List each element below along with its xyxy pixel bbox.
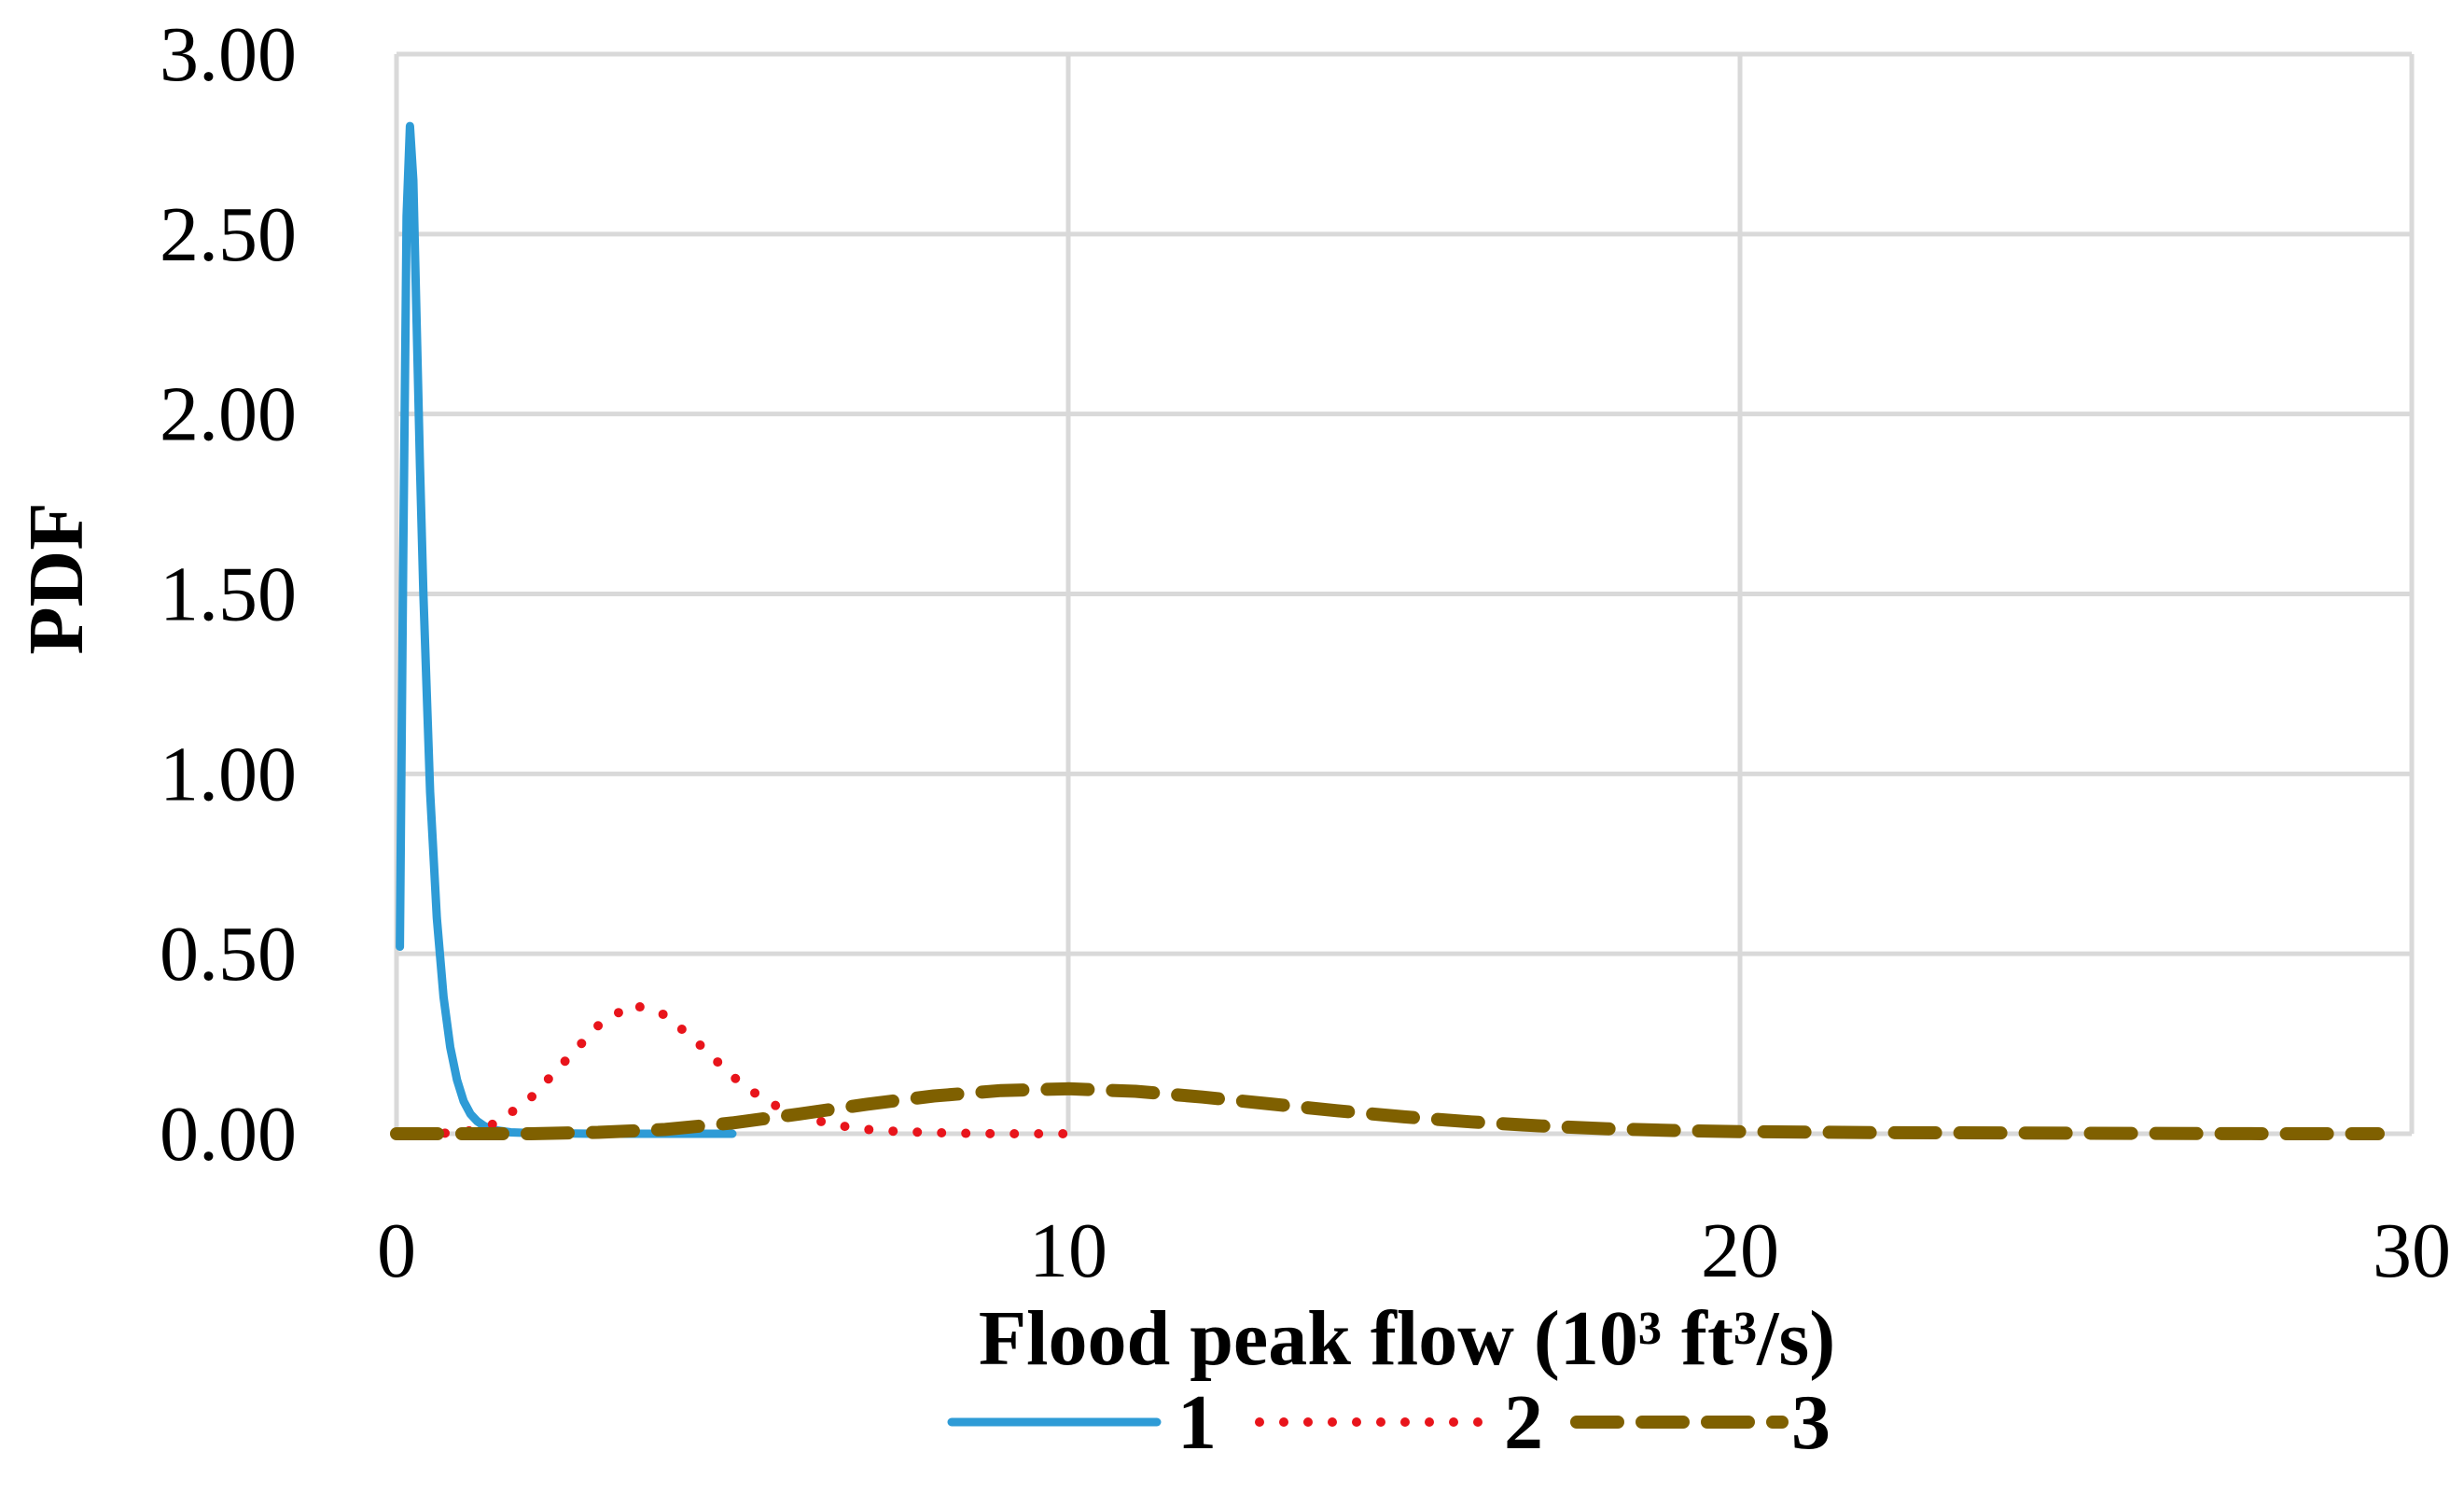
legend: 1 2 3 — [947, 1379, 1831, 1466]
y-tick-labels: 0.00 0.50 1.00 1.50 2.00 2.50 3.00 — [160, 11, 297, 1178]
y-axis-title: PDF — [13, 502, 100, 654]
x-tick-labels: 0 10 20 30 — [377, 1207, 2451, 1294]
series-2-line — [392, 999, 1073, 1138]
y-tick-label: 2.00 — [160, 371, 297, 458]
grid — [394, 51, 2415, 1137]
series-1-line — [396, 121, 737, 1138]
x-axis-title: Flood peak flow (10³ ft³/s) — [979, 1295, 1835, 1382]
series-layer — [390, 121, 2385, 1140]
x-tick-label: 10 — [1029, 1207, 1107, 1294]
x-tick-label: 20 — [1701, 1207, 1779, 1294]
y-tick-label: 1.50 — [160, 551, 297, 638]
legend-label-1: 1 — [1177, 1379, 1217, 1466]
legend-label-2: 2 — [1504, 1379, 1543, 1466]
y-tick-label: 1.00 — [160, 731, 297, 817]
y-tick-label: 0.50 — [160, 911, 297, 998]
series-3-line — [390, 1081, 2385, 1140]
x-tick-label: 30 — [2373, 1207, 2451, 1294]
y-tick-label: 3.00 — [160, 11, 297, 98]
x-tick-label: 0 — [377, 1207, 416, 1294]
legend-label-3: 3 — [1791, 1379, 1831, 1466]
y-tick-label: 2.50 — [160, 191, 297, 278]
y-tick-label: 0.00 — [160, 1091, 297, 1178]
